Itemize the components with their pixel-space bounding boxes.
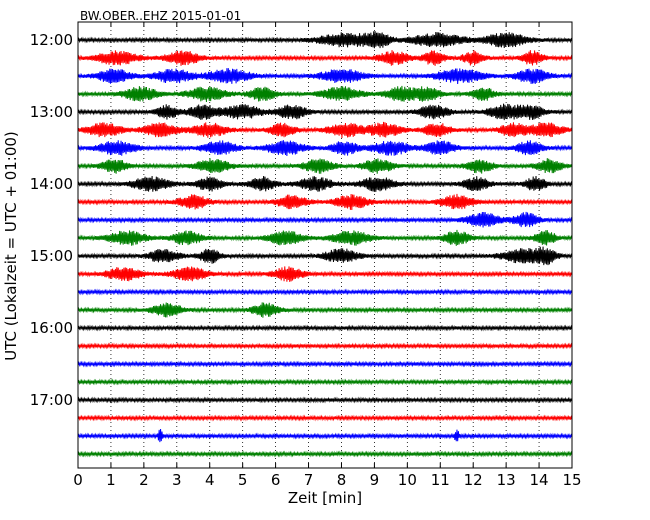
seismogram-trace: [77, 396, 573, 404]
x-tick-label: 8: [337, 471, 347, 489]
seismogram-trace: [77, 103, 573, 121]
seismogram-trace: [77, 121, 573, 138]
plot-frame: [77, 21, 573, 469]
seismogram-trace: [77, 324, 573, 332]
x-tick-label: 14: [530, 471, 549, 489]
seismogram-trace: [77, 450, 573, 458]
seismogram-trace: [77, 140, 573, 157]
x-tick-label: 12: [464, 471, 483, 489]
seismogram-trace: [77, 360, 573, 368]
seismogram-trace: [77, 229, 573, 246]
y-tick-label: 12:00: [30, 31, 73, 49]
x-tick-label: 11: [431, 471, 450, 489]
x-tick-label: 10: [398, 471, 417, 489]
seismogram-trace: [77, 246, 573, 266]
seismogram-trace: [77, 211, 573, 228]
x-tick-label: 2: [139, 471, 149, 489]
seismogram-trace: [77, 68, 573, 85]
x-tick-label: 0: [73, 471, 83, 489]
x-tick-label: 6: [271, 471, 281, 489]
x-tick-label: 7: [304, 471, 314, 489]
seismogram-trace: [77, 85, 573, 103]
x-tick-label: 4: [205, 471, 215, 489]
x-tick-label: 3: [172, 471, 182, 489]
seismogram-trace: [77, 31, 573, 49]
seismogram-trace: [77, 414, 573, 422]
seismogram-trace: [77, 266, 573, 282]
y-tick-label: 13:00: [30, 103, 73, 121]
x-tick-label: 9: [370, 471, 380, 489]
y-axis-label: UTC (Lokalzeit = UTC + 01:00): [2, 131, 20, 361]
x-tick-label: 5: [238, 471, 248, 489]
chart-title: BW.OBER..EHZ 2015-01-01: [80, 9, 241, 23]
seismogram-trace: [77, 175, 573, 192]
seismogram-trace: [77, 193, 573, 211]
y-tick-label: 15:00: [30, 247, 73, 265]
x-axis-label: Zeit [min]: [288, 489, 362, 507]
seismogram-trace: [77, 158, 573, 174]
seismogram-trace: [77, 50, 573, 66]
x-tick-label: 15: [562, 471, 581, 489]
y-tick-label: 17:00: [30, 391, 73, 409]
seismogram-trace: [77, 378, 573, 386]
x-tick-label: 13: [497, 471, 516, 489]
seismogram-trace: [77, 342, 573, 350]
seismogram-traces: [77, 31, 573, 458]
seismogram-trace: [77, 429, 573, 443]
seismogram-trace: [77, 288, 573, 296]
y-tick-label: 14:00: [30, 175, 73, 193]
axis-ticks: 0 1 2 3 4 5 6 7 8 9 10 11 12 13 14 1512:0013:0014:0015:…: [30, 22, 582, 489]
seismogram-trace: [77, 302, 573, 318]
y-tick-label: 16:00: [30, 319, 73, 337]
x-tick-label: 1: [106, 471, 116, 489]
